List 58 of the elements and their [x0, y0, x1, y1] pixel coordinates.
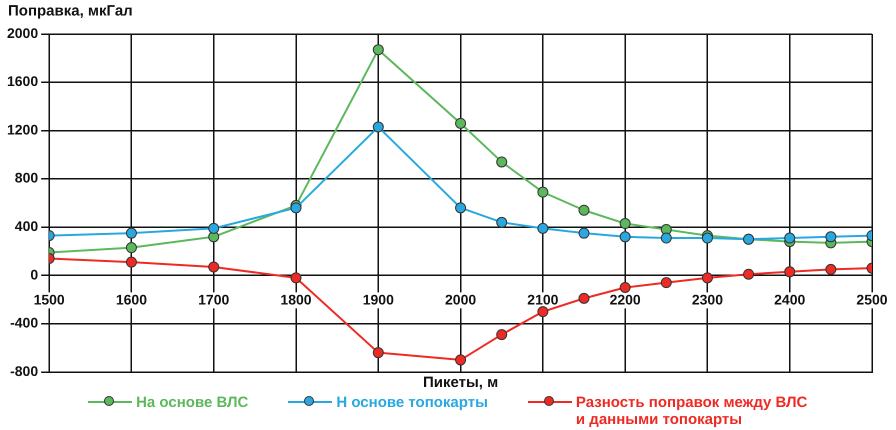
point — [825, 264, 836, 275]
point — [743, 268, 754, 280]
point — [126, 256, 137, 268]
point — [455, 118, 466, 129]
point — [784, 266, 796, 278]
x-tick-label: 2200 — [610, 291, 641, 308]
y-tick-label: 0 — [30, 266, 38, 282]
point — [208, 222, 220, 234]
x-tick-label: 2400 — [774, 291, 806, 308]
point — [620, 282, 631, 293]
point — [208, 261, 220, 272]
point — [537, 186, 548, 198]
legend-label: На основе ВЛС — [136, 394, 248, 411]
y-axis-title: Поправка, мкГал — [8, 2, 133, 20]
point — [825, 231, 836, 242]
point — [620, 231, 631, 242]
point — [537, 306, 548, 318]
point — [620, 218, 631, 230]
point — [784, 232, 796, 244]
point — [290, 272, 302, 284]
point — [537, 222, 548, 234]
y-tick-label: 1200 — [6, 121, 38, 138]
point — [372, 121, 384, 132]
point — [126, 242, 137, 254]
point — [578, 204, 590, 216]
x-tick-label: 1700 — [198, 291, 230, 308]
x-tick-label: 1600 — [116, 291, 148, 308]
y-tick-label: 800 — [14, 170, 38, 186]
legend-label: Н основе топокарты — [336, 394, 488, 411]
x-tick-label: 1500 — [34, 291, 65, 308]
point — [578, 292, 590, 304]
point — [455, 354, 466, 366]
x-tick-label: 1900 — [362, 291, 394, 308]
x-tick-label: 2100 — [527, 291, 559, 308]
x-tick-label: 2000 — [444, 291, 476, 308]
point — [702, 232, 713, 244]
point — [578, 228, 590, 239]
y-tick-label: 2000 — [6, 24, 38, 41]
point — [372, 347, 384, 358]
point — [496, 156, 508, 168]
y-tick-label: -400 — [10, 314, 38, 331]
point — [702, 272, 713, 284]
x-tick-label: 2300 — [692, 291, 724, 308]
x-tick-label: 1800 — [280, 291, 312, 308]
x-axis-title: Пикеты, м — [422, 374, 498, 392]
y-tick-label: 400 — [14, 218, 38, 234]
x-tick-label: 2500 — [856, 291, 888, 308]
point — [290, 202, 302, 214]
y-tick-label: 1600 — [6, 73, 38, 90]
point — [455, 202, 466, 214]
point — [660, 277, 672, 288]
point — [372, 44, 384, 56]
point — [660, 232, 672, 244]
legend-label: Разность поправок между ВЛС и данными топокарты — [576, 394, 808, 428]
point — [496, 216, 508, 228]
point — [496, 329, 508, 340]
point — [126, 228, 137, 239]
y-tick-label: -800 — [10, 362, 38, 379]
